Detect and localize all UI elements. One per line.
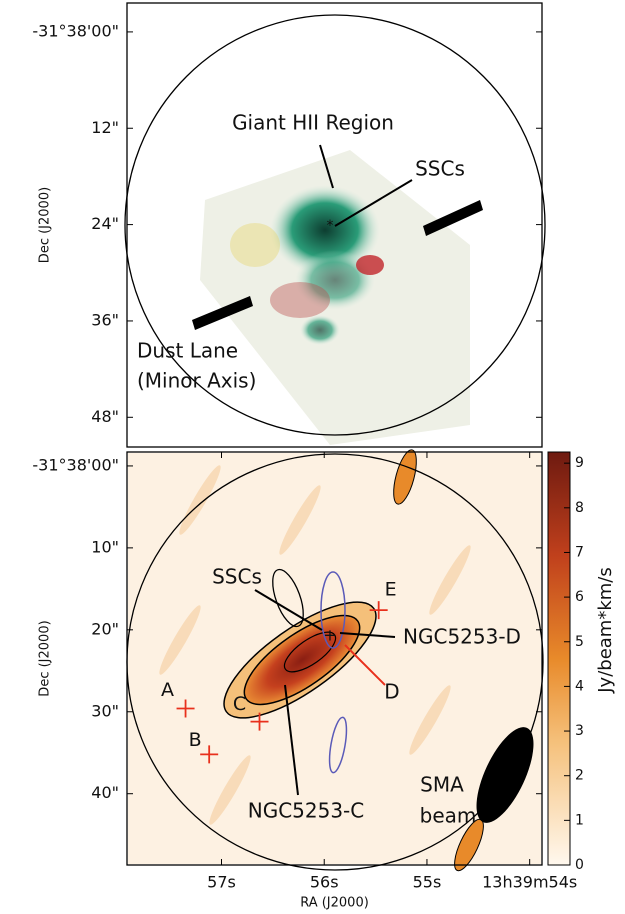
annotation: D — [384, 680, 399, 704]
y-axis-label: Dec (J2000) — [38, 187, 53, 263]
x-tick-label: 56s — [310, 873, 339, 892]
figure: * + Dec (J2000) -31°38'00" 12" 24" 36" 48" Gia… — [0, 0, 625, 914]
colorbar-tick-label: 5 — [575, 634, 584, 650]
colorbar — [548, 452, 570, 865]
colorbar-tick-label: 7 — [575, 544, 584, 560]
y-tick-label: 36" — [91, 310, 119, 329]
colorbar-tick-label: 9 — [575, 455, 584, 471]
y-tick-label: -31°38'00" — [32, 21, 119, 40]
annotation: Dust Lane — [137, 339, 238, 363]
annotation: NGC5253-D — [403, 625, 521, 649]
y-tick-label: 48" — [91, 407, 119, 426]
x-tick-label: 13h39m54s — [482, 873, 577, 892]
colorbar-tick-label: 4 — [575, 678, 584, 694]
hst-image: * — [192, 145, 483, 445]
x-axis-label: RA (J2000) — [300, 896, 369, 911]
colorbar-tick-label: 8 — [575, 500, 584, 516]
annotation: SSCs — [415, 157, 465, 181]
annotation: beam — [420, 804, 477, 828]
annotation: (Minor Axis) — [137, 369, 256, 393]
colorbar-tick-label: 6 — [575, 589, 584, 605]
colorbar-tick-label: 0 — [575, 857, 584, 873]
annotation: SSCs — [212, 565, 262, 589]
x-tick-label: 55s — [413, 873, 442, 892]
source-label: E — [385, 579, 397, 601]
y-tick-label: 10" — [91, 537, 119, 556]
colorbar-tick-label: 3 — [575, 723, 584, 739]
y-tick-label: -31°38'00" — [32, 455, 119, 474]
y-tick-label: 12" — [91, 118, 119, 137]
colorbar-tick-label: 1 — [575, 812, 584, 828]
y-tick-label: 40" — [91, 783, 119, 802]
source-label: A — [161, 679, 174, 701]
y-tick-label: 24" — [91, 214, 119, 233]
y-tick-label: 30" — [91, 701, 119, 720]
colorbar-tick-label: 2 — [575, 768, 584, 784]
annotation: NGC5253-C — [248, 799, 365, 823]
source-label: B — [189, 729, 202, 751]
y-axis-label: Dec (J2000) — [38, 620, 53, 696]
svg-text:+: + — [323, 626, 336, 645]
x-tick-label: 57s — [207, 873, 236, 892]
y-tick-label: 20" — [91, 619, 119, 638]
annotation: SMA — [420, 773, 464, 797]
annotation: Giant HII Region — [232, 111, 394, 135]
colorbar-label: Jy/beam*km/s — [595, 567, 616, 694]
svg-text:*: * — [327, 218, 334, 234]
source-label: C — [233, 693, 246, 715]
